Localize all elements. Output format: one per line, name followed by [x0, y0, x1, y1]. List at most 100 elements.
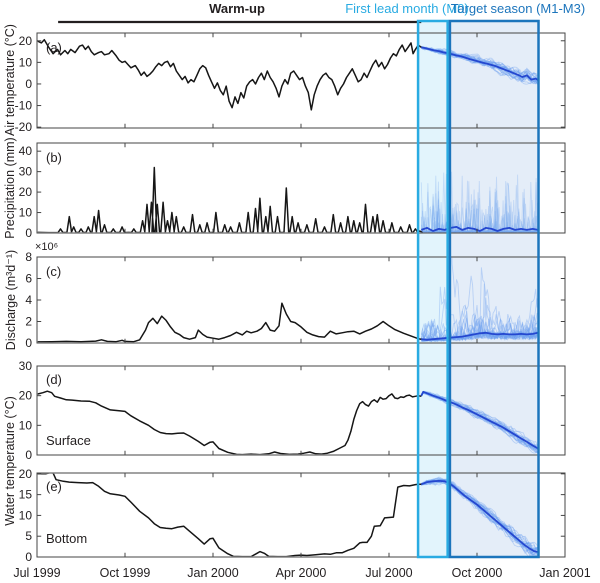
ensemble-member — [421, 478, 538, 556]
y-tick-label: 40 — [19, 144, 33, 158]
ensemble-member — [422, 206, 538, 233]
ensemble-member — [420, 480, 538, 556]
y-tick-label: 0 — [25, 77, 32, 91]
ensemble-member — [420, 315, 538, 342]
ensemble-member — [421, 478, 538, 556]
ensemble-member — [421, 46, 538, 85]
forecast-mean-line-b — [421, 225, 539, 232]
x-tick-label: Jan 2000 — [187, 566, 238, 580]
ensemble-member — [421, 190, 538, 233]
observed-line-b — [37, 166, 423, 233]
ensemble-member — [420, 314, 538, 342]
y-tick-label: 0 — [25, 550, 32, 564]
y-tick-label: 0 — [25, 448, 32, 462]
x-tick-label: Oct 2000 — [452, 566, 503, 580]
surface-label: Surface — [46, 433, 91, 448]
bottom-label: Bottom — [46, 531, 88, 546]
panel-b-group: 0 10 20 30 40 — [19, 142, 566, 240]
ensemble-member — [421, 191, 538, 233]
panel-d-group: 0 10 20 30 — [19, 359, 566, 462]
warmup-label: Warm-up — [209, 1, 265, 16]
panel-a-group: -20 -10 0 10 20 — [15, 32, 566, 134]
ensemble-member — [420, 257, 538, 342]
y-tick-label: 10 — [19, 206, 33, 220]
ensemble-member — [421, 480, 538, 551]
y-tick-label: -10 — [15, 99, 33, 113]
observed-line-d — [37, 390, 422, 455]
y-tick-label: 2 — [25, 315, 32, 329]
x-tick-label: Jul 2000 — [365, 566, 412, 580]
y-tick-label: 20 — [19, 34, 33, 48]
panel-e-group: 0 5 10 15 20 — [19, 467, 566, 564]
ensemble-member — [420, 391, 538, 451]
ensemble-member — [420, 200, 538, 233]
ensemble-member — [421, 476, 538, 555]
y-tick-label: 0 — [25, 226, 32, 240]
ensemble-member — [421, 191, 538, 233]
ensemble-member — [421, 477, 538, 557]
lead-month-label: First lead month (M0) — [345, 1, 469, 16]
ensemble-member — [420, 311, 538, 342]
ensemble-member — [421, 46, 538, 80]
ensemble-member — [421, 172, 538, 233]
forecast-mean-line-a — [421, 46, 539, 81]
ensemble-member — [421, 312, 538, 343]
forecast-mean-line-e — [420, 479, 539, 553]
ensemble-member — [421, 479, 538, 550]
y-tick-label: 4 — [25, 293, 32, 307]
ensemble-member — [420, 178, 538, 233]
ensemble-member — [421, 46, 538, 85]
ensemble-member — [421, 481, 538, 550]
panel-label-a: (a) — [46, 40, 62, 55]
panel-label-c: (c) — [46, 264, 62, 279]
y-tick-label: 30 — [19, 165, 33, 179]
y-tick-label: 30 — [19, 359, 33, 373]
ensemble-member — [420, 317, 538, 342]
lead-window-fill — [418, 21, 448, 557]
panel-c-group: 0 2 4 6 8 — [25, 250, 566, 350]
y-tick-label: 20 — [19, 467, 33, 481]
y-tick-label: 0 — [25, 336, 32, 350]
ensemble-member — [421, 267, 538, 343]
y-tick-label: 15 — [19, 488, 33, 502]
panel-label-e: (e) — [46, 479, 62, 494]
forecast-mean-line-c — [421, 331, 539, 341]
ensemble-member — [420, 392, 538, 447]
ensemble-member — [421, 479, 538, 552]
ensemble-member — [421, 46, 538, 85]
ensemble-member — [420, 181, 538, 233]
y-tick-label: 10 — [19, 418, 33, 432]
y-tick-label: 5 — [25, 529, 32, 543]
observed-line-c — [37, 302, 422, 343]
ensemble-member — [420, 199, 538, 233]
y-tick-label: 20 — [19, 185, 33, 199]
y-tick-label: 20 — [19, 389, 33, 403]
observed-line-e — [37, 473, 422, 557]
x-tick-label: Jul 1999 — [13, 566, 60, 580]
x-tick-label: Oct 1999 — [100, 566, 151, 580]
y-axis-label-water-temperature: Water temperature (°C) — [3, 396, 17, 526]
ensemble-member — [420, 198, 538, 233]
ensemble-member — [420, 283, 538, 343]
x-tick-label: Apr 2000 — [276, 566, 327, 580]
observed-line-a — [37, 38, 422, 111]
ensemble-member — [421, 46, 538, 82]
y-tick-label: 6 — [25, 272, 32, 286]
target-season-label: Target season (M1-M3) — [450, 1, 586, 16]
ensemble-member — [420, 478, 538, 554]
x-tick-label: Jan 2001 — [539, 566, 590, 580]
forecast-mean-line-d — [420, 390, 539, 450]
ensemble-member — [420, 304, 538, 342]
ensemble-member — [421, 180, 538, 233]
exponent-label: ×10⁶ — [35, 241, 59, 253]
panel-label-d: (d) — [46, 372, 62, 387]
ensemble-member — [421, 193, 538, 233]
target-window-fill — [449, 21, 539, 557]
ensemble-member — [421, 317, 538, 343]
lead-window-box — [416, 19, 449, 559]
y-tick-label: 10 — [19, 508, 33, 522]
ensemble-member — [421, 198, 538, 233]
y-tick-label: -20 — [15, 120, 33, 134]
y-tick-label: 10 — [19, 55, 33, 69]
